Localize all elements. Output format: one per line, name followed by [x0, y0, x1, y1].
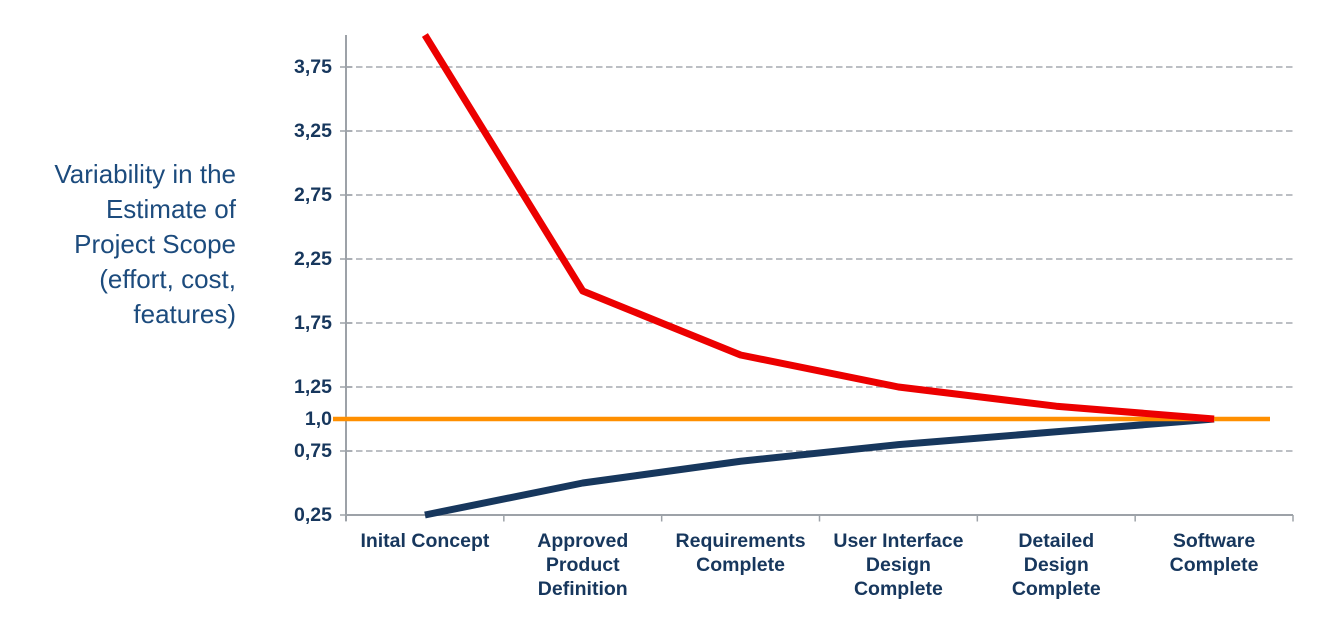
x-category-label: Detailed Design Complete [1011, 530, 1101, 600]
y-tick-label: 1,75 [294, 312, 332, 334]
y-tick-label: 2,25 [294, 248, 332, 270]
y-tick-label: 0,75 [294, 440, 332, 462]
x-category-label: Software Complete [1169, 530, 1259, 576]
y-tick-label: 3,75 [294, 56, 332, 78]
y-tick-label: 0,25 [294, 504, 332, 526]
y-tick-label: 2,75 [294, 184, 332, 206]
x-category-label: Inital Concept [360, 530, 490, 552]
x-category-label: Approved Product Definition [537, 530, 629, 600]
y-axis-title: Variability in the Estimate of Project S… [54, 159, 236, 329]
lower-estimate-bound-line [424, 415, 1215, 519]
y-tick-label: 1,25 [294, 376, 332, 398]
x-category-label: Requirements Complete [675, 530, 806, 576]
upper-estimate-bound-line [421, 33, 1215, 423]
y-tick-label: 3,25 [294, 120, 332, 142]
x-category-label: User Interface Design Complete [833, 530, 964, 600]
y-tick-label: 1,0 [304, 408, 332, 430]
